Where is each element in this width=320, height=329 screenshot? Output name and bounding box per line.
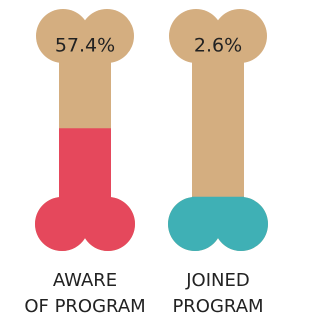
bone-fill (30, 128, 140, 260)
page: 57.4%2.6% (() => { const data = JSON.par… (0, 0, 288, 329)
value-label: 2.6% (194, 35, 242, 57)
category-label: AWARE OF PROGRAM (15, 268, 155, 320)
value-label: 57.4% (55, 35, 115, 57)
bone-fill (163, 197, 273, 260)
category-label: JOINED PROGRAM (148, 268, 288, 320)
